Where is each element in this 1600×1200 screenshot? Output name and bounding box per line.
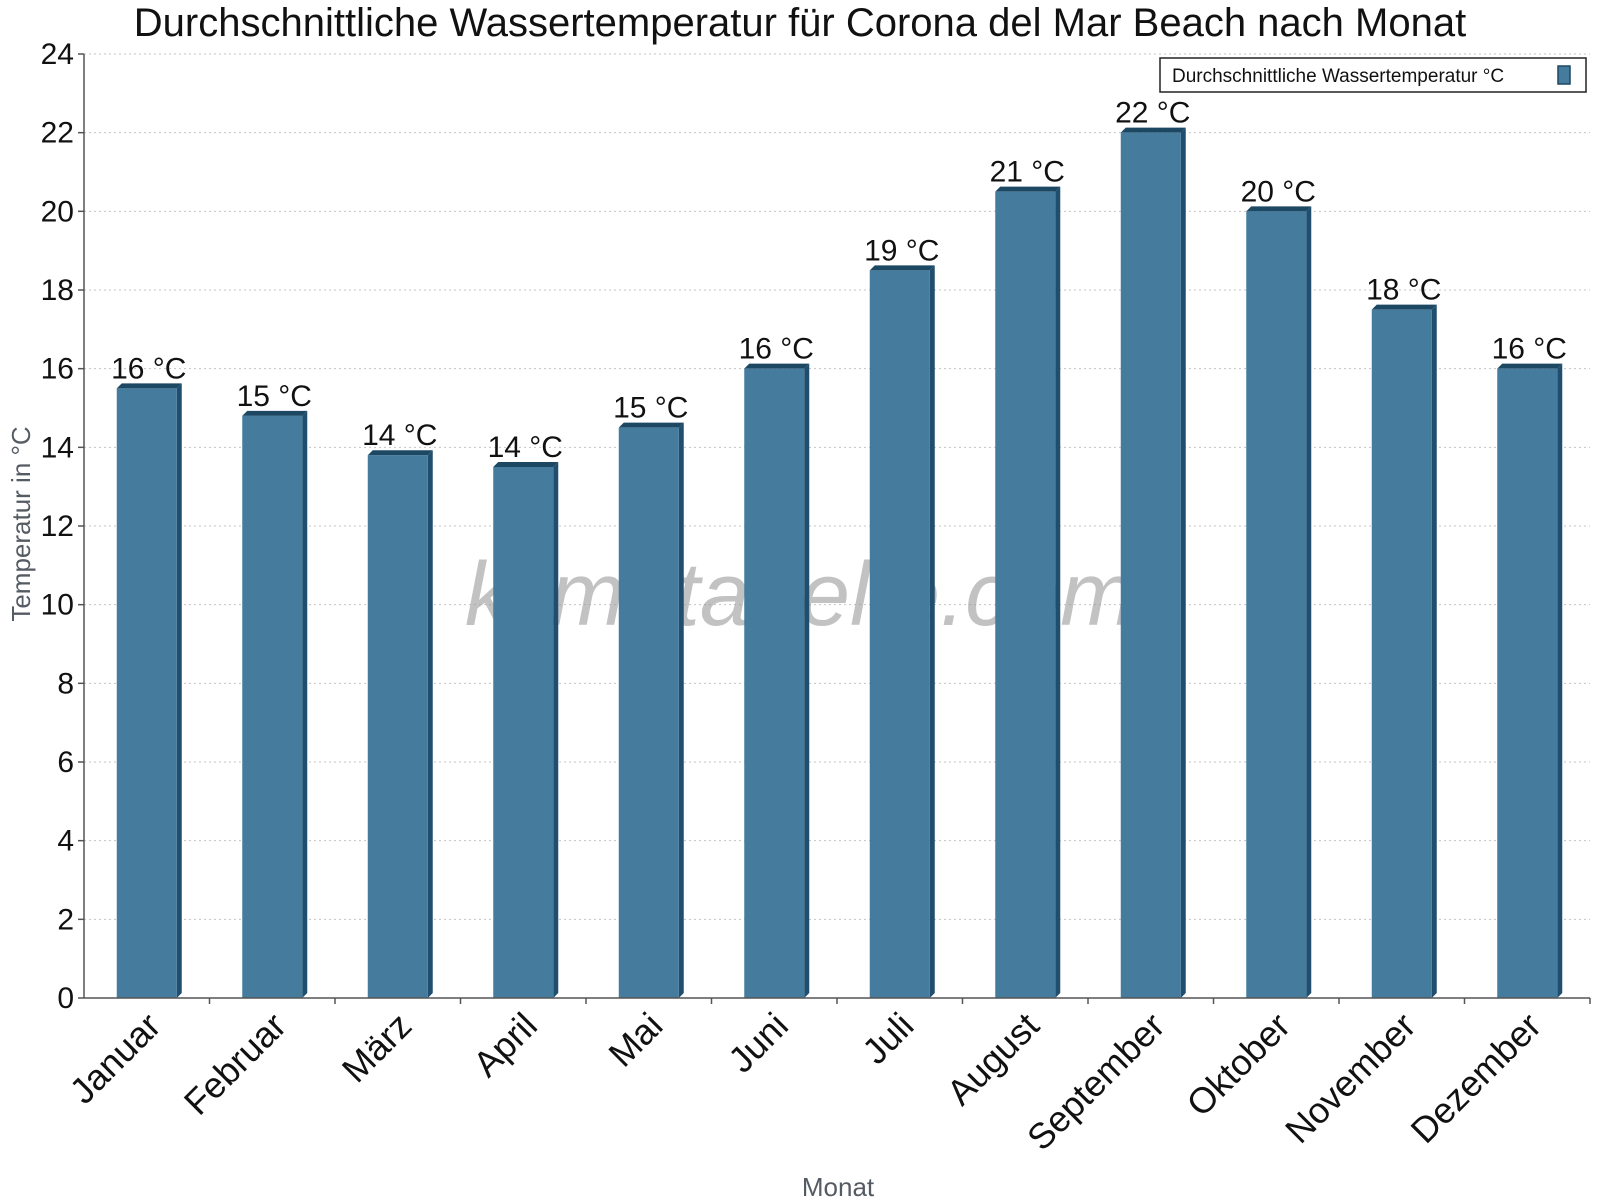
y-tick-label: 16 [41,353,74,386]
x-axis-label: Monat [802,1172,875,1200]
bar-top [367,450,433,456]
y-tick-label: 18 [41,274,74,307]
bar-face [995,191,1056,998]
data-label: 20 °C [1241,175,1316,208]
x-tick-label: August [939,1005,1047,1113]
data-label: 16 °C [1492,333,1567,366]
bar-top [493,462,559,467]
bar-side [1180,127,1186,998]
y-tick-label: 2 [57,903,74,936]
data-labels: 16 °C 15 °C 14 °C 14 °C 15 °C 16 °C 19 °C 21 °C… [111,97,1567,464]
bar [1120,127,1186,998]
bar-top [618,422,684,428]
bar-side [678,422,684,999]
bar-top [995,186,1061,192]
bar-side [1055,186,1061,998]
bar-face [1120,132,1181,998]
x-tick-label: November [1277,1005,1423,1151]
y-tick-label: 4 [57,825,74,858]
x-tick-label: Februar [176,1005,294,1123]
y-axis-label: Temperatur in °C [6,426,36,621]
bar-side [1306,206,1312,999]
bar [116,383,182,998]
bar-face [1246,211,1307,999]
data-label: 15 °C [613,392,688,425]
bar-side [553,462,559,998]
bar-face [493,467,554,998]
grid-lines [84,53,1590,920]
data-label: 16 °C [739,333,814,366]
bar-top [116,383,182,389]
x-tick-label: Dezember [1402,1005,1548,1151]
bar-side [929,265,935,998]
legend-label: Durchschnittliche Wassertemperatur °C [1172,66,1504,87]
data-label: 19 °C [864,234,939,267]
bar-top [1120,127,1186,133]
y-tick-label: 20 [41,195,74,228]
bar-face [618,427,679,999]
y-tick-label: 6 [57,746,74,779]
legend-swatch [1557,65,1571,85]
x-tick-label: April [465,1005,545,1085]
bar-top [1497,363,1563,369]
data-label: 18 °C [1366,274,1441,307]
bar-top [869,265,935,271]
bar-side [302,410,308,998]
bar-top [744,363,810,369]
chart-title: Durchschnittliche Wassertemperatur für C… [134,1,1466,45]
bar [618,422,684,999]
data-label: 22 °C [1115,97,1190,130]
y-tick-label: 0 [57,982,74,1015]
bar-face [116,388,177,998]
legend-box [1159,57,1587,93]
bar-face [1497,368,1558,999]
y-tick-label: 22 [41,117,74,150]
bar-top [1246,206,1312,212]
bar [995,186,1061,998]
y-tick-label: 24 [41,38,74,71]
x-tick-label: Mai [600,1005,670,1075]
bar [744,363,810,999]
bar-side [1557,363,1563,999]
bar [367,450,433,998]
bar-top [1371,304,1437,310]
data-label: 14 °C [362,419,437,452]
bars [116,127,1563,999]
bar [1497,363,1563,999]
bar-top [242,410,308,416]
x-tick-label: Juli [854,1005,921,1072]
data-label: 21 °C [990,156,1065,189]
bar-side [427,450,433,998]
data-label: 16 °C [111,352,186,385]
bar [242,410,308,998]
bar-face [367,455,428,998]
bar [493,462,559,998]
x-tick-label: September [1019,1005,1173,1159]
bar-side [176,383,182,998]
bar-face [744,368,805,999]
bar-side [1431,304,1437,999]
y-tick-label: 14 [41,431,74,464]
bar-face [242,415,303,998]
x-tick-label: März [334,1005,420,1091]
x-tick-label: Januar [62,1005,169,1112]
bar [1371,304,1437,999]
x-tick-label: Oktober [1178,1005,1298,1125]
bar-face [1371,309,1432,999]
bar [1246,206,1312,999]
data-label: 15 °C [237,380,312,413]
data-label: 14 °C [488,431,563,464]
bar-side [804,363,810,999]
y-tick-label: 8 [57,667,74,700]
x-tick-label: Juni [720,1005,796,1081]
legend: Durchschnittliche Wassertemperatur °C [1159,57,1587,93]
bar-face [869,270,930,998]
bar [869,265,935,998]
y-tick-label: 12 [41,510,74,543]
y-tick-label: 10 [41,589,74,622]
